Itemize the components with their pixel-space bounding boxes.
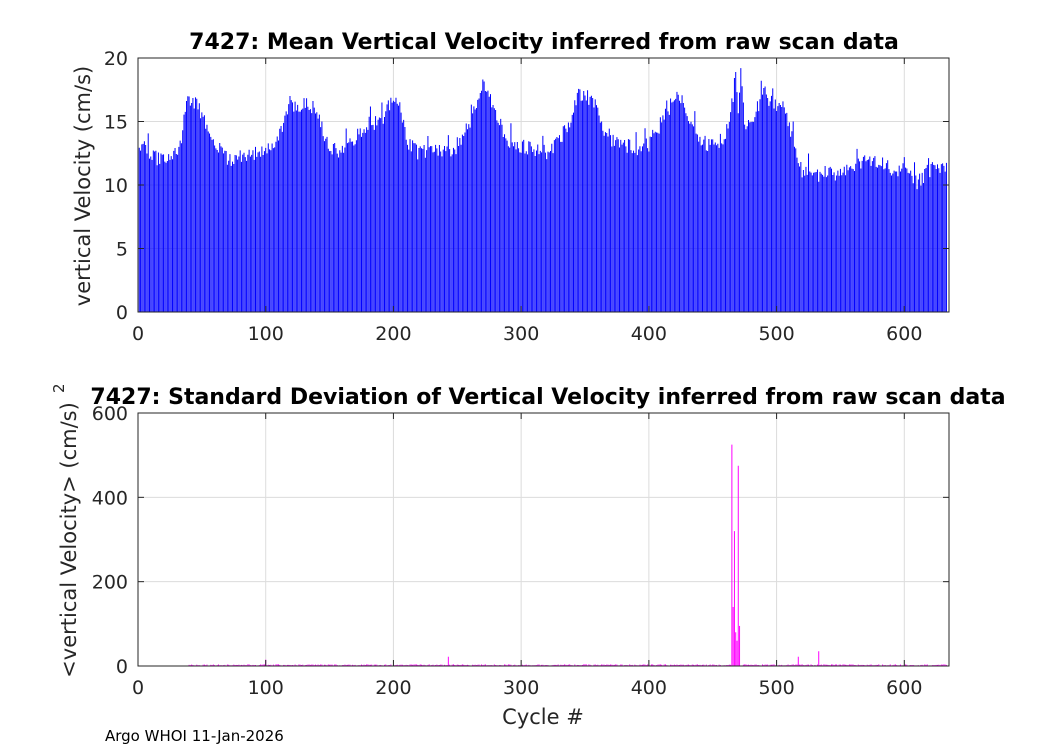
y-tick-label: 15 (104, 112, 128, 134)
chart-title: 7427: Mean Vertical Velocity inferred fr… (189, 30, 899, 55)
y-tick-label: 5 (116, 239, 128, 261)
x-tick-label: 0 (132, 323, 144, 345)
tick-marks (137, 57, 949, 313)
y-tick-label: 20 (104, 48, 128, 70)
x-tick-label: 600 (886, 323, 922, 345)
y-tick-label: 0 (116, 302, 128, 324)
x-tick-labels: 0 100 200 300 400 500 600 (132, 677, 922, 699)
std-velocity-panel: 0 100 200 300 400 500 600 0 200 400 600 7427: Sta… (50, 383, 1006, 729)
bar-series (138, 68, 947, 312)
x-tick-label: 400 (631, 323, 667, 345)
tick-marks (137, 412, 949, 667)
mean-velocity-panel: 0 100 200 300 400 500 600 0 5 10 15 20 7427: Mean … (71, 30, 950, 345)
x-tick-label: 100 (248, 677, 284, 699)
y-axis-label: <vertical Velocity> (cm/s) (57, 402, 81, 678)
y-axis-label: vertical Velocity (cm/s) (71, 66, 95, 306)
x-tick-labels: 0 100 200 300 400 500 600 (132, 323, 922, 345)
chart-title: 7427: Standard Deviation of Vertical Vel… (90, 385, 1005, 410)
x-tick-label: 200 (375, 323, 411, 345)
y-tick-label: 600 (92, 403, 128, 425)
x-tick-label: 300 (503, 323, 539, 345)
plot-area (138, 413, 949, 666)
x-tick-label: 400 (631, 677, 667, 699)
x-tick-label: 600 (886, 677, 922, 699)
y-tick-label: 0 (116, 656, 128, 678)
axes-box (137, 412, 950, 667)
x-tick-label: 200 (375, 677, 411, 699)
y-tick-label: 10 (104, 175, 128, 197)
footer-credit: Argo WHOI 11-Jan-2026 (105, 727, 284, 745)
x-tick-label: 500 (758, 677, 794, 699)
x-tick-label: 500 (758, 323, 794, 345)
y-tick-label: 200 (92, 572, 128, 594)
y-tick-labels: 0 200 400 600 (92, 403, 128, 678)
x-tick-label: 300 (503, 677, 539, 699)
y-tick-labels: 0 5 10 15 20 (104, 48, 128, 324)
y-axis-label-exponent: 2 (50, 383, 68, 393)
x-tick-label: 0 (132, 677, 144, 699)
x-tick-label: 100 (248, 323, 284, 345)
x-axis-label: Cycle # (502, 705, 584, 729)
y-tick-label: 400 (92, 487, 128, 509)
